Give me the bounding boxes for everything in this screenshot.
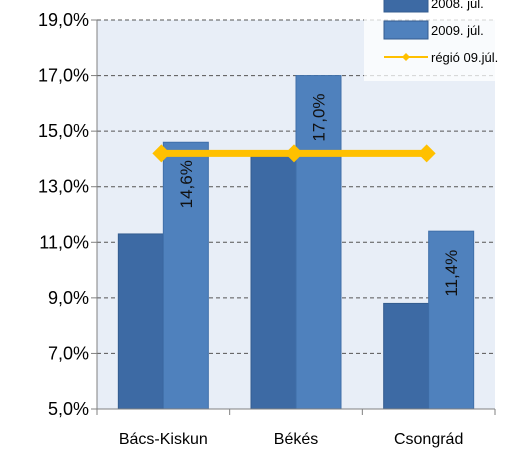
data-label: 14,6% xyxy=(177,160,196,208)
data-label: 11,4% xyxy=(442,250,461,297)
bar-2008-0 xyxy=(117,233,164,410)
x-category-label: Békés xyxy=(274,431,318,448)
bar-2008-1 xyxy=(250,155,297,410)
legend-label: régió 09.júl. xyxy=(431,50,498,65)
y-tick-label: 5,0% xyxy=(48,399,89,419)
bar-2009-2 xyxy=(428,230,475,410)
legend-swatch xyxy=(383,0,429,13)
regio-marker-2 xyxy=(417,144,436,163)
y-tick-label: 7,0% xyxy=(48,343,89,363)
regio-marker-1 xyxy=(285,144,303,163)
legend-swatch xyxy=(383,20,429,40)
x-category-label: Csongrád xyxy=(394,431,463,448)
y-tick-label: 11,0% xyxy=(39,232,89,252)
y-tick-label: 9,0% xyxy=(48,288,89,308)
y-tick-label: 19,0% xyxy=(38,10,89,30)
bar-2008-2 xyxy=(383,302,430,410)
regio-line xyxy=(152,144,436,163)
x-category-label: Bács-Kiskun xyxy=(119,431,208,448)
legend-box xyxy=(364,0,518,81)
y-tick-label: 17,0% xyxy=(38,66,89,86)
legend-label: 2008. júl. xyxy=(431,0,484,11)
axes: 5,0% 7,0% 9,0% 11,0% 13,0% 15,0% 17,0% 19,0% Bác… xyxy=(38,10,496,448)
legend: 2008. júl. 2009. júl. régió 09.júl. xyxy=(364,0,518,81)
data-label: 17,0% xyxy=(310,93,329,141)
data-labels: 14,6% 17,0% 11,4% xyxy=(177,93,461,296)
legend-marker xyxy=(402,53,410,61)
bar-2009-1 xyxy=(295,75,342,410)
bar-2009-0 xyxy=(162,141,209,410)
y-tick-label: 13,0% xyxy=(38,177,89,197)
y-tick-label: 15,0% xyxy=(38,121,89,141)
legend-label: 2009. júl. xyxy=(431,23,484,38)
regio-marker-0 xyxy=(152,144,171,163)
